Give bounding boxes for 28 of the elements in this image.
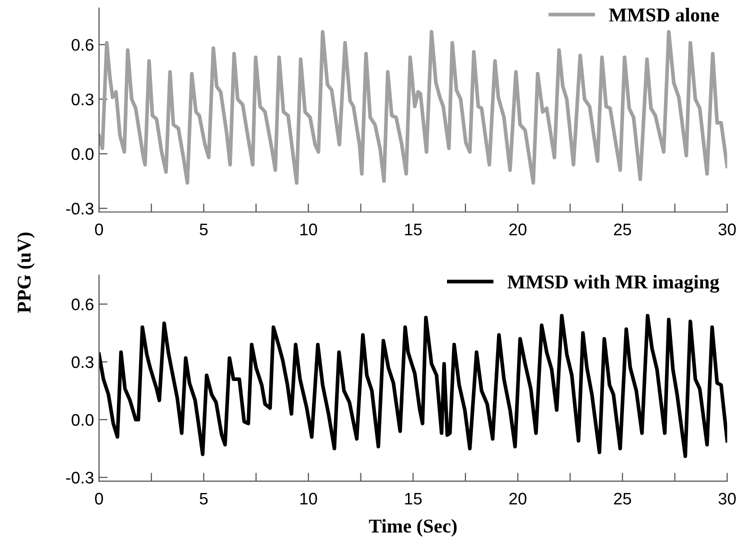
x-tick-label: 5 — [200, 492, 208, 505]
x-tick-label: 5 — [200, 224, 208, 236]
y-tick-label: 0.3 — [72, 356, 94, 368]
y-tick-label: 0.6 — [72, 38, 94, 51]
x-tick-label: 30 — [718, 492, 736, 505]
x-axis-title: Time (Sec) — [369, 518, 457, 537]
x-tick-label: 0 — [95, 492, 104, 505]
x-tick-label: 0 — [95, 224, 104, 236]
x-tick-label: 25 — [614, 224, 632, 236]
legend-label: MMSD with MR imaging — [507, 274, 720, 293]
x-tick-label: 15 — [405, 492, 422, 505]
y-tick-label: -0.3 — [66, 472, 94, 484]
y-tick-label: 0.6 — [72, 298, 94, 310]
y-axis-title: PPG (uV) — [17, 232, 35, 313]
x-tick-label: 15 — [405, 224, 422, 236]
y-tick-label: 0.0 — [72, 148, 94, 160]
line-series — [99, 30, 728, 185]
y-tick-label: 0.0 — [72, 414, 94, 426]
x-tick-label: 20 — [509, 224, 526, 236]
x-tick-label: 10 — [300, 492, 318, 505]
y-tick-label: -0.3 — [66, 202, 94, 215]
x-tick-label: 10 — [300, 224, 318, 236]
line-series — [99, 314, 728, 458]
x-tick-label: 25 — [614, 492, 632, 505]
x-tick-label: 30 — [718, 224, 736, 236]
legend-label: MMSD alone — [609, 8, 719, 22]
x-tick-label: 20 — [509, 492, 526, 505]
y-tick-label: 0.3 — [72, 94, 94, 106]
